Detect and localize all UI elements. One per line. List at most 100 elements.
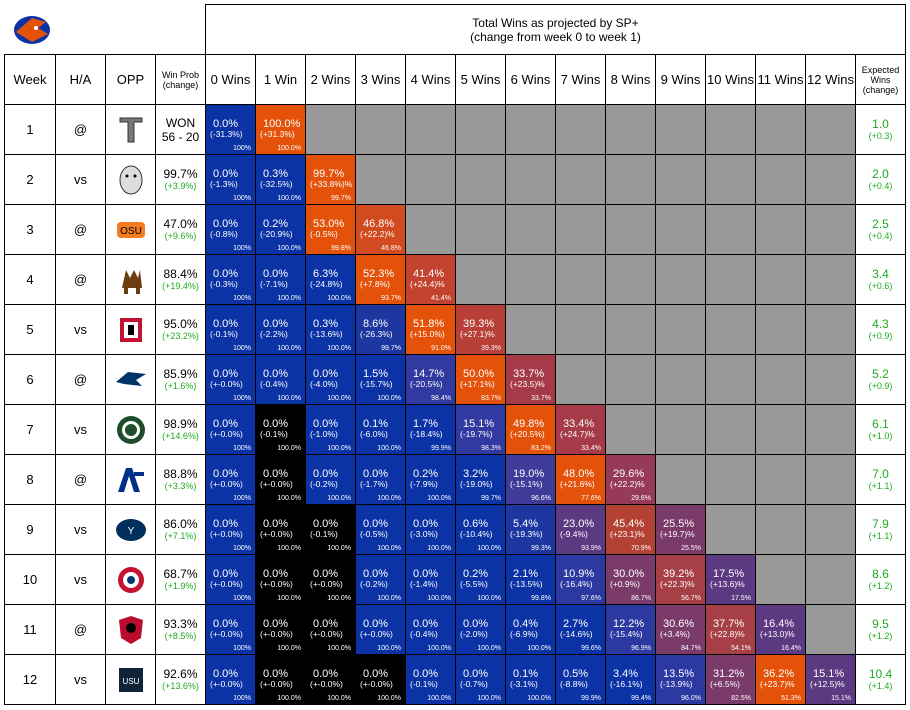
header-wins-label: 8 Wins <box>610 72 651 87</box>
empty-cell <box>305 104 356 155</box>
opp-cell: USU <box>105 654 156 705</box>
header-week: Week <box>4 54 56 105</box>
prob-cell: 17.5% (+13.6)% 17.5% <box>705 554 756 605</box>
winprob-wrap: 85.9% (+1.6%) <box>163 368 197 392</box>
chart-title-line2: (change from week 0 to week 1) <box>470 29 641 44</box>
header-wins-0: 0 Wins <box>205 54 256 105</box>
expected-wrap: 10.4 (+1.4) <box>868 667 893 692</box>
prob-value: 30.0% <box>613 568 645 580</box>
expected-change: (+0.9) <box>868 331 893 341</box>
prob-cell: 25.5% (+19.7)% 25.5% <box>655 504 706 555</box>
expected-wrap: 8.6 (+1.2) <box>869 567 893 592</box>
expected-wrap: 2.0 (+0.4) <box>869 168 893 192</box>
cumulative-value: 100.0% <box>327 395 351 402</box>
cumulative-value: 100.0% <box>427 695 451 702</box>
prob-change: (-7.1%) <box>260 279 288 289</box>
prob-value: 0.0% <box>413 568 439 580</box>
prob-cell: 33.4% (+24.7)% 33.4% <box>555 404 606 455</box>
prob-value: 53.0% <box>313 218 345 230</box>
prob-change: (+7.8%) <box>360 279 390 289</box>
week-cell: 3 <box>4 204 56 255</box>
nevada-logo <box>115 371 146 386</box>
expected-value: 9.5 <box>872 617 889 631</box>
osu-logo: OSU <box>116 221 145 238</box>
winprob-cell: 95.0% (+23.2%) <box>155 304 206 355</box>
prob-value: 0.4% <box>513 618 539 630</box>
cumulative-value: 100.0% <box>277 445 301 452</box>
prob-cell: 53.0% (-0.5%) 99.8% <box>305 204 356 255</box>
prob-cell: 8.6% (-26.3%) 99.7% <box>355 304 406 355</box>
prob-cell: 0.0% (-1.0%) 100.0% <box>305 404 356 455</box>
cumulative-value: 100.0% <box>427 495 451 502</box>
expected-wrap: 1.0 (+0.3) <box>869 118 893 142</box>
week-label: 4 <box>26 272 34 287</box>
header-wins-12: 12 Wins <box>805 54 856 105</box>
prob-value: 2.7% <box>563 618 589 630</box>
prob-cell: 0.2% (-5.5%) 100.0% <box>455 554 506 605</box>
cumulative-value: 100% <box>233 295 251 302</box>
header-wins-label: 3 Wins <box>360 72 401 87</box>
cumulative-value: 97.6% <box>581 595 601 602</box>
prob-cell: 33.7% (+23.5)% 33.7% <box>505 354 556 405</box>
prob-change: (-1.3%) <box>210 179 238 189</box>
cumulative-value: 100% <box>233 645 251 652</box>
cumulative-value: 100% <box>233 595 251 602</box>
week-cell: 10 <box>4 554 56 605</box>
cumulative-value: 99.9% <box>581 695 601 702</box>
prob-change: (+-0.0%) <box>310 579 343 589</box>
expected-change: (+0.4) <box>868 231 893 241</box>
csu-logo <box>116 415 145 444</box>
prob-value: 0.0% <box>313 568 339 580</box>
prob-change: (-32.5%) <box>260 179 293 189</box>
prob-cell: 0.3% (-13.6%) 100.0% <box>305 304 356 355</box>
winprob-cell: 86.0% (+7.1%) <box>155 504 206 555</box>
prob-cell: 12.2% (-15.4%) 96.9% <box>605 604 656 655</box>
cumulative-value: 100.0% <box>327 595 351 602</box>
prob-change: (-2.0%) <box>460 629 488 639</box>
cumulative-value: 100.0% <box>277 495 301 502</box>
empty-cell <box>655 304 706 355</box>
prob-value: 0.0% <box>313 418 339 430</box>
expected-wrap: 2.5 (+0.4) <box>868 218 893 242</box>
prob-change: (+-0.0%) <box>260 479 293 489</box>
prob-value: 25.5% <box>663 518 695 530</box>
prob-value: 39.2% <box>663 568 695 580</box>
prob-change: (-18.4%) <box>410 429 443 439</box>
cumulative-value: 99.4% <box>631 695 651 702</box>
cumulative-value: 100.0% <box>327 545 351 552</box>
empty-cell <box>755 304 806 355</box>
cumulative-value: 70.9% <box>631 545 651 552</box>
week-label: 11 <box>23 622 37 637</box>
prob-value: 30.6% <box>663 618 695 630</box>
prob-cell: 51.8% (+15.0%) 91.0% <box>405 304 456 355</box>
prob-value: 0.1% <box>513 668 539 680</box>
prob-change: (-0.4%) <box>260 379 288 389</box>
header-opp-label: OPP <box>116 72 145 87</box>
prob-change: (-0.5%) <box>360 529 388 539</box>
prob-change: (-0.3%) <box>210 279 238 289</box>
header-ha-label: H/A <box>69 72 92 87</box>
opp-cell: Y <box>105 504 156 555</box>
expected-cell: 2.5 (+0.4) <box>855 204 906 255</box>
cumulative-value: 100.0% <box>377 695 401 702</box>
prob-value: 13.5% <box>663 668 695 680</box>
week-label: 8 <box>26 472 34 487</box>
opp-cell <box>105 154 156 205</box>
winprob-value: 98.9% <box>163 417 198 431</box>
prob-change: (-31.3%) <box>210 129 243 139</box>
prob-cell: 0.0% (+-0.0%) 100.0% <box>305 654 356 705</box>
expected-value: 8.6 <box>872 567 889 581</box>
winprob-cell: 47.0% (+9.6%) <box>155 204 206 255</box>
empty-cell <box>755 554 806 605</box>
cumulative-value: 100.0% <box>377 445 401 452</box>
prob-change: (-7.9%) <box>410 479 438 489</box>
prob-value: 10.9% <box>563 568 595 580</box>
ha-cell: vs <box>55 404 106 455</box>
cumulative-value: 96.6% <box>531 495 551 502</box>
expected-value: 10.4 <box>868 667 893 681</box>
week-label: 2 <box>26 172 34 187</box>
header-wins-9: 9 Wins <box>655 54 706 105</box>
prob-change: (+22.2)% <box>360 229 395 239</box>
ha-cell: @ <box>55 354 106 405</box>
cumulative-value: 100% <box>233 245 251 252</box>
